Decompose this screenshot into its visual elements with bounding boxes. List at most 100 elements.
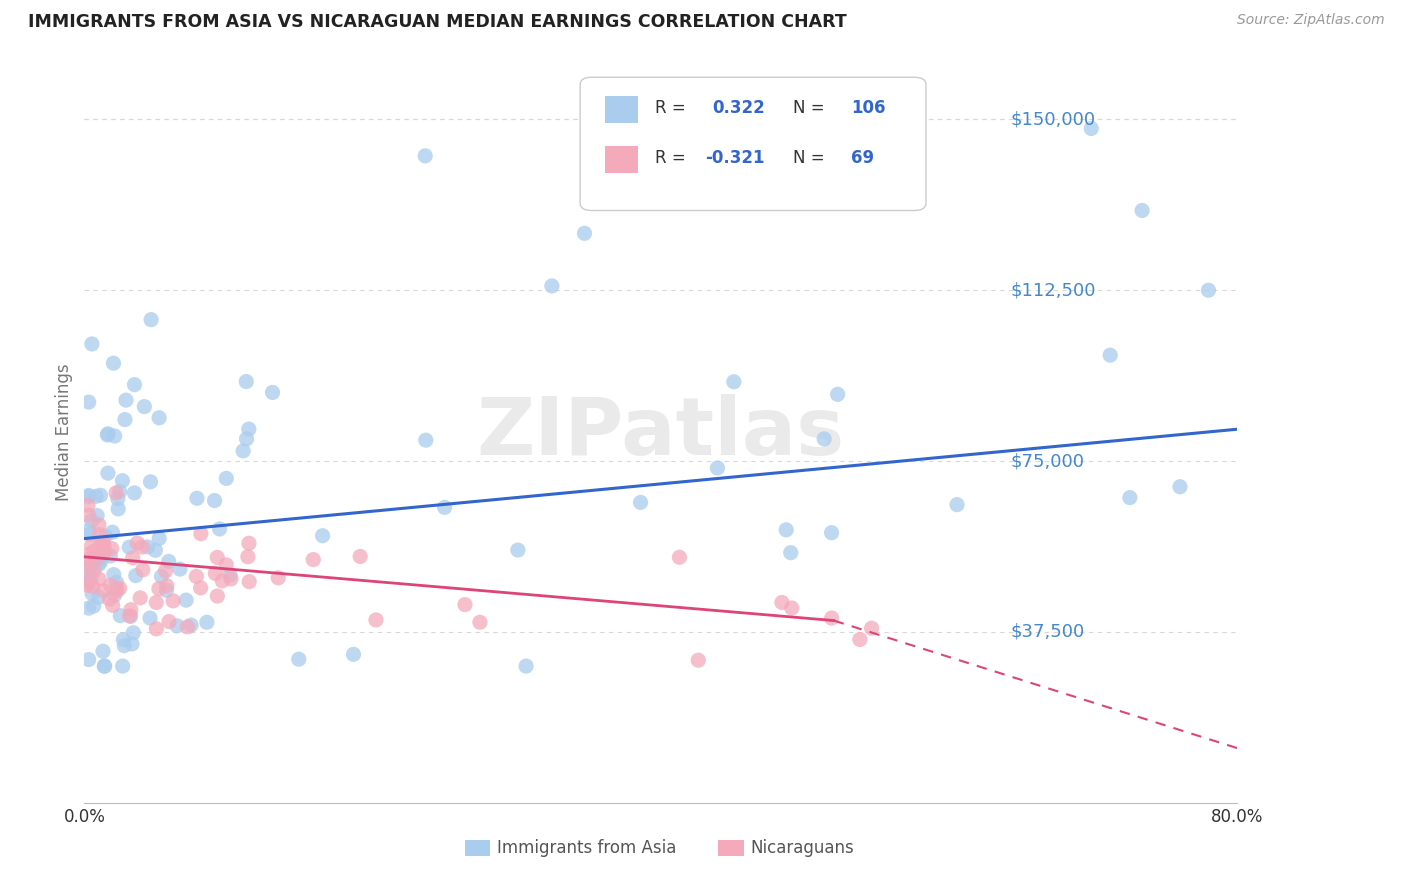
Point [827,387,849,401]
Y-axis label: Median Earnings: Median Earnings [55,364,73,501]
Point [77,564,100,578]
Point [118,608,141,623]
Point [105,575,128,590]
Point [76,552,98,566]
Point [101,599,124,613]
Point [148,582,170,596]
Point [186,569,208,583]
Point [83,564,105,578]
Point [122,625,145,640]
Point [211,574,233,588]
Point [180,618,202,632]
Point [219,568,242,582]
Point [820,611,842,625]
Point [148,410,170,425]
Point [262,385,284,400]
Point [91,644,114,658]
Point [97,466,120,480]
Point [1130,203,1153,218]
Point [267,571,290,585]
Text: Source: ZipAtlas.com: Source: ZipAtlas.com [1237,13,1385,28]
Point [813,432,835,446]
Point [208,522,231,536]
Point [169,562,191,576]
Point [156,579,179,593]
Point [93,544,115,558]
Point [83,544,105,558]
Point [108,581,131,595]
Point [80,586,103,600]
Point [77,573,100,587]
Point [107,502,129,516]
Point [219,572,242,586]
Point [89,527,111,541]
Point [87,558,110,572]
Point [780,601,803,615]
Point [190,581,212,595]
Point [111,659,134,673]
Point [98,578,121,592]
Point [103,567,125,582]
Point [145,595,167,609]
Point [115,393,138,408]
Bar [606,96,638,123]
Text: R =: R = [655,149,686,167]
Point [148,532,170,546]
Point [132,563,155,577]
Bar [606,145,638,173]
Point [77,652,100,666]
Point [121,637,143,651]
Point [541,279,564,293]
Point [433,500,456,515]
Point [87,517,110,532]
Point [77,488,100,502]
Point [103,356,125,370]
Point [235,375,257,389]
Point [89,551,111,566]
Point [84,489,107,503]
Point [145,622,167,636]
Bar [465,840,491,856]
Point [134,400,156,414]
Point [190,526,212,541]
Point [215,558,238,572]
Point [723,375,745,389]
Point [87,591,110,605]
Point [93,538,115,552]
Point [98,549,121,563]
Point [105,486,128,500]
Point [166,619,188,633]
Point [83,552,105,566]
Point [946,498,969,512]
Point [779,546,801,560]
Point [105,584,128,599]
Point [150,569,173,583]
Point [98,592,121,607]
Point [162,594,184,608]
Point [630,495,652,509]
Point [157,554,180,568]
Point [204,566,226,581]
Point [124,486,146,500]
Point [668,550,690,565]
Point [207,589,229,603]
Point [860,621,883,635]
Point [77,524,100,538]
Text: ZIPatlas: ZIPatlas [477,393,845,472]
Point [127,536,149,550]
Point [145,543,167,558]
Text: $37,500: $37,500 [1010,623,1084,641]
Point [76,561,98,575]
Point [112,639,135,653]
Text: Nicaraguans: Nicaraguans [751,839,855,857]
Point [93,659,115,673]
Text: -0.321: -0.321 [704,149,763,167]
Point [342,648,364,662]
Point [77,508,100,523]
Text: 0.322: 0.322 [713,99,765,118]
Point [204,493,226,508]
Point [238,536,260,550]
Text: $75,000: $75,000 [1010,452,1084,470]
Text: $112,500: $112,500 [1010,281,1095,299]
Point [77,490,100,504]
